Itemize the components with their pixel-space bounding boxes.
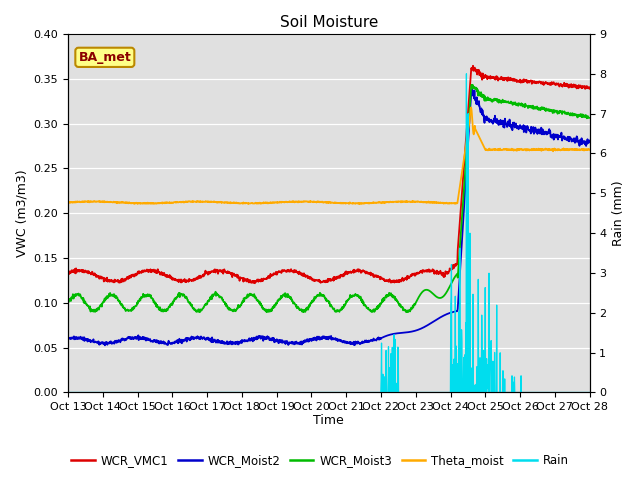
Text: BA_met: BA_met bbox=[79, 51, 131, 64]
Title: Soil Moisture: Soil Moisture bbox=[280, 15, 378, 30]
Y-axis label: Rain (mm): Rain (mm) bbox=[612, 180, 625, 246]
Legend: WCR_VMC1, WCR_Moist2, WCR_Moist3, Theta_moist, Rain: WCR_VMC1, WCR_Moist2, WCR_Moist3, Theta_… bbox=[67, 449, 573, 472]
X-axis label: Time: Time bbox=[314, 414, 344, 427]
Y-axis label: VWC (m3/m3): VWC (m3/m3) bbox=[15, 169, 28, 257]
